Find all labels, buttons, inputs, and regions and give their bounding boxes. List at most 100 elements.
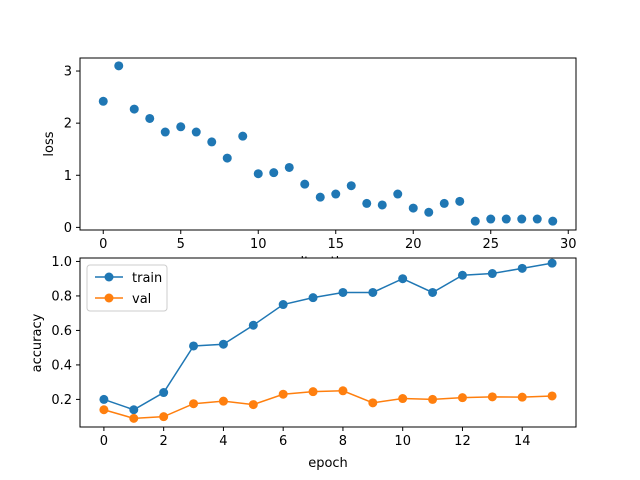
accuracy-x-tick-label: 2	[160, 434, 168, 449]
loss-point	[377, 200, 387, 210]
series-point-val	[547, 391, 557, 401]
accuracy-y-tick-label: 0.8	[51, 289, 72, 304]
loss-point	[129, 104, 139, 114]
series-point-train	[189, 341, 199, 351]
loss-point	[408, 203, 418, 213]
series-point-train	[398, 274, 408, 284]
series-point-val	[457, 393, 467, 403]
loss-point	[207, 137, 217, 147]
loss-point	[517, 214, 527, 224]
loss-x-tick-label: 5	[177, 237, 185, 252]
loss-point	[145, 113, 155, 123]
accuracy-x-tick-label: 6	[279, 434, 287, 449]
series-point-train	[99, 394, 109, 404]
loss-y-tick-label: 3	[64, 65, 72, 80]
series-point-val	[218, 396, 228, 406]
series-point-val	[248, 400, 258, 410]
series-point-train	[308, 293, 318, 303]
accuracy-x-tick-label: 4	[219, 434, 227, 449]
series-point-val	[398, 394, 408, 404]
series-point-val	[129, 413, 139, 423]
series-point-train	[457, 270, 467, 280]
series-point-val	[99, 405, 109, 415]
accuracy-y-tick-label: 1.0	[51, 255, 72, 270]
loss-y-ticks: 0 1 2 3	[64, 65, 80, 236]
series-point-train	[218, 339, 228, 349]
accuracy-y-tick-label: 0.4	[51, 358, 72, 373]
loss-y-tick-label: 2	[64, 117, 72, 132]
loss-point	[532, 214, 542, 224]
accuracy-x-tick-label: 0	[100, 434, 108, 449]
loss-point	[160, 127, 170, 137]
accuracy-y-tick-label: 0.2	[51, 393, 72, 408]
loss-point	[238, 131, 248, 141]
loss-point	[284, 162, 294, 172]
legend-train-marker	[104, 272, 114, 282]
accuracy-x-tick-label: 10	[394, 434, 411, 449]
loss-point	[455, 196, 465, 206]
loss-x-ticks: 0 5 10 15 20 25 30	[99, 230, 577, 252]
loss-point	[393, 189, 403, 199]
loss-point	[548, 216, 558, 226]
loss-x-tick-label: 25	[482, 237, 499, 252]
series-point-train	[368, 287, 378, 297]
series-point-train	[428, 287, 438, 297]
loss-points	[98, 61, 558, 226]
accuracy-x-tick-label: 8	[339, 434, 347, 449]
series-point-val	[278, 389, 288, 399]
loss-plot-frame	[79, 57, 577, 231]
accuracy-y-tick-label: 0.6	[51, 324, 72, 339]
loss-x-tick-label: 10	[250, 237, 267, 252]
loss-point	[191, 127, 201, 137]
loss-x-tick-label: 15	[327, 237, 344, 252]
series-point-val	[368, 398, 378, 408]
accuracy-y-ticks: 0.2 0.4 0.6 0.8 1.0	[51, 255, 80, 408]
series-point-val	[189, 399, 199, 409]
loss-point	[424, 207, 434, 217]
accuracy-series	[99, 258, 557, 423]
accuracy-x-tick-label: 12	[454, 434, 471, 449]
loss-point	[300, 179, 310, 189]
accuracy-x-tick-label: 14	[514, 434, 531, 449]
loss-point	[98, 96, 108, 106]
series-point-train	[487, 269, 497, 279]
series-point-train	[547, 258, 557, 268]
accuracy-x-ticks: 0 2 4 6 8 10 12 14	[100, 427, 531, 449]
loss-x-tick-label: 20	[405, 237, 422, 252]
legend-val-label: val	[132, 292, 151, 307]
series-point-val	[487, 392, 497, 402]
loss-point	[331, 189, 341, 199]
accuracy-x-axis-label: epoch	[308, 456, 348, 471]
loss-point	[222, 153, 232, 163]
legend-train-label: train	[132, 271, 162, 286]
loss-point	[176, 122, 186, 132]
accuracy-legend: train val	[86, 264, 168, 312]
series-point-val	[308, 387, 318, 397]
accuracy-chart: 0 2 4 6 8 10 12 14 0.2 0.4 0.6 0.8 1.0 epoch accura…	[30, 255, 577, 471]
series-line-val	[103, 390, 553, 420]
legend-val-marker	[104, 293, 114, 303]
loss-y-axis-label: loss	[42, 131, 57, 156]
loss-point	[486, 214, 496, 224]
loss-point	[362, 198, 372, 208]
loss-point	[315, 192, 325, 202]
series-point-val	[159, 412, 169, 422]
accuracy-y-axis-label: accuracy	[30, 313, 45, 372]
loss-point	[470, 216, 480, 226]
series-point-train	[278, 300, 288, 310]
loss-x-tick-label: 0	[99, 237, 107, 252]
series-point-train	[159, 388, 169, 398]
loss-point	[114, 61, 124, 71]
loss-point	[501, 214, 511, 224]
loss-y-tick-label: 0	[64, 221, 72, 236]
loss-x-tick-label: 30	[560, 237, 577, 252]
loss-point	[253, 169, 263, 179]
series-point-train	[517, 263, 527, 273]
series-line-train	[103, 262, 553, 411]
loss-point	[346, 181, 356, 191]
series-point-val	[517, 392, 527, 402]
series-point-train	[129, 405, 139, 415]
loss-y-tick-label: 1	[64, 169, 72, 184]
series-point-val	[338, 386, 348, 396]
